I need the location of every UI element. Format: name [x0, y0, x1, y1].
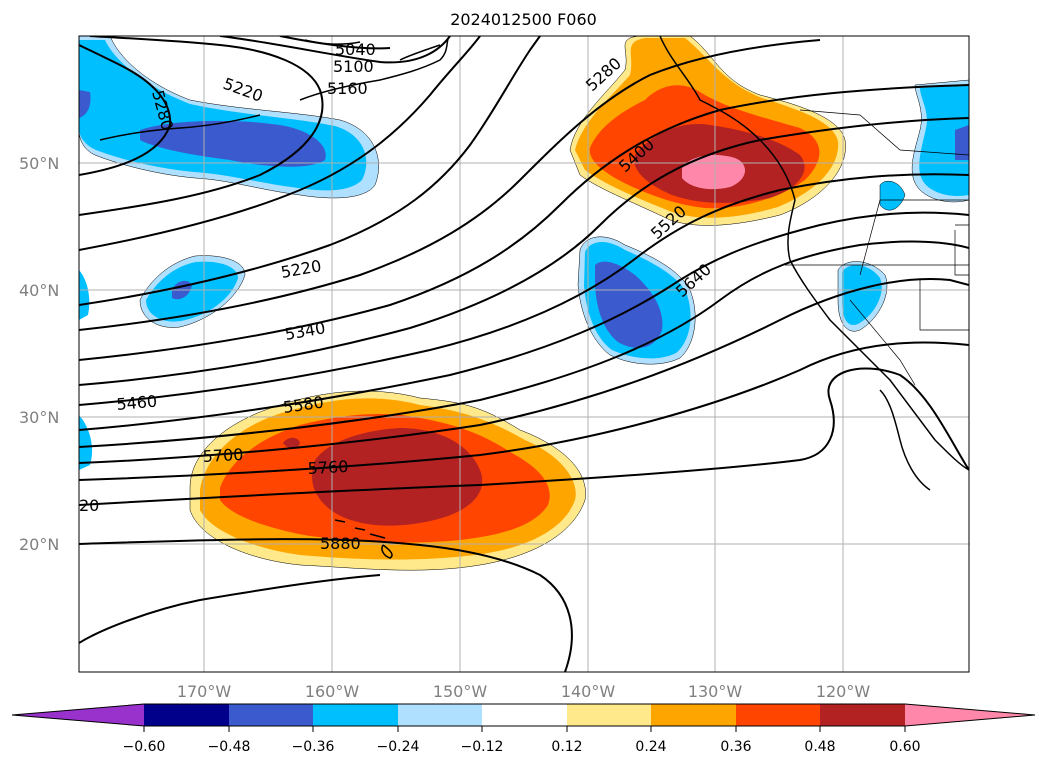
cold-anomaly-offshore	[577, 236, 696, 365]
colorbar-segment	[398, 704, 482, 726]
colorbar-segment	[651, 704, 736, 726]
lat-label: 40°N	[19, 281, 59, 300]
lat-label: 30°N	[19, 408, 59, 427]
colorbar-segment	[820, 704, 905, 726]
contour-label: 5160	[327, 79, 368, 98]
colorbar-segment	[567, 704, 651, 726]
cold-anomaly-midpacific	[139, 255, 246, 328]
contour-label: 5460	[116, 392, 158, 414]
colorbar-segment	[313, 704, 398, 726]
lat-label: 20°N	[19, 535, 59, 554]
map-title: 2024012500 F060	[450, 10, 597, 29]
colorbar-tick: 0.12	[551, 739, 582, 755]
colorbar-tick: −0.24	[377, 739, 420, 755]
warm-anomaly-northeast	[569, 36, 846, 226]
colorbar-tick: 0.48	[804, 739, 835, 755]
colorbar-segment	[736, 704, 820, 726]
contour-label: 20	[79, 496, 99, 515]
colorbar-extend-low	[12, 704, 144, 726]
colorbar-segment	[482, 704, 567, 726]
map-gridlines	[79, 36, 969, 672]
lon-label: 140°W	[561, 682, 616, 701]
lat-label: 50°N	[19, 154, 59, 173]
colorbar: −0.60 −0.48 −0.36 −0.24 −0.12 0.12 0.24 …	[11, 703, 1036, 755]
height-contours	[79, 36, 969, 672]
contour-label: 5100	[333, 57, 374, 76]
colorbar-tick: 0.24	[635, 739, 666, 755]
colorbar-segment	[229, 704, 313, 726]
map-frame	[78, 35, 970, 673]
latitude-labels: 50°N 40°N 30°N 20°N	[19, 154, 59, 554]
cold-anomaly-west-coast	[837, 79, 969, 332]
colorbar-segment	[144, 704, 229, 726]
colorbar-tick: 0.60	[889, 739, 920, 755]
warm-anomaly-subtropical	[189, 390, 586, 571]
colorbar-tick: −0.60	[123, 739, 166, 755]
lon-label: 160°W	[305, 682, 360, 701]
contour-label: 5040	[335, 40, 376, 59]
lon-label: 170°W	[177, 682, 232, 701]
state-borders	[785, 109, 969, 386]
lon-label: 120°W	[816, 682, 871, 701]
coastlines	[99, 36, 969, 559]
colorbar-extend-high	[905, 704, 1035, 726]
contour-label: 5880	[320, 534, 361, 553]
lon-label: 130°W	[688, 682, 743, 701]
contour-label: 5700	[202, 445, 244, 466]
colorbar-tick: 0.36	[720, 739, 751, 755]
colorbar-tick: −0.48	[208, 739, 251, 755]
contour-label: 5760	[307, 457, 349, 478]
colorbar-tick: −0.36	[292, 739, 335, 755]
longitude-labels: 170°W 160°W 150°W 140°W 130°W 120°W	[177, 682, 871, 701]
colorbar-tick: −0.12	[461, 739, 504, 755]
lon-label: 150°W	[433, 682, 488, 701]
